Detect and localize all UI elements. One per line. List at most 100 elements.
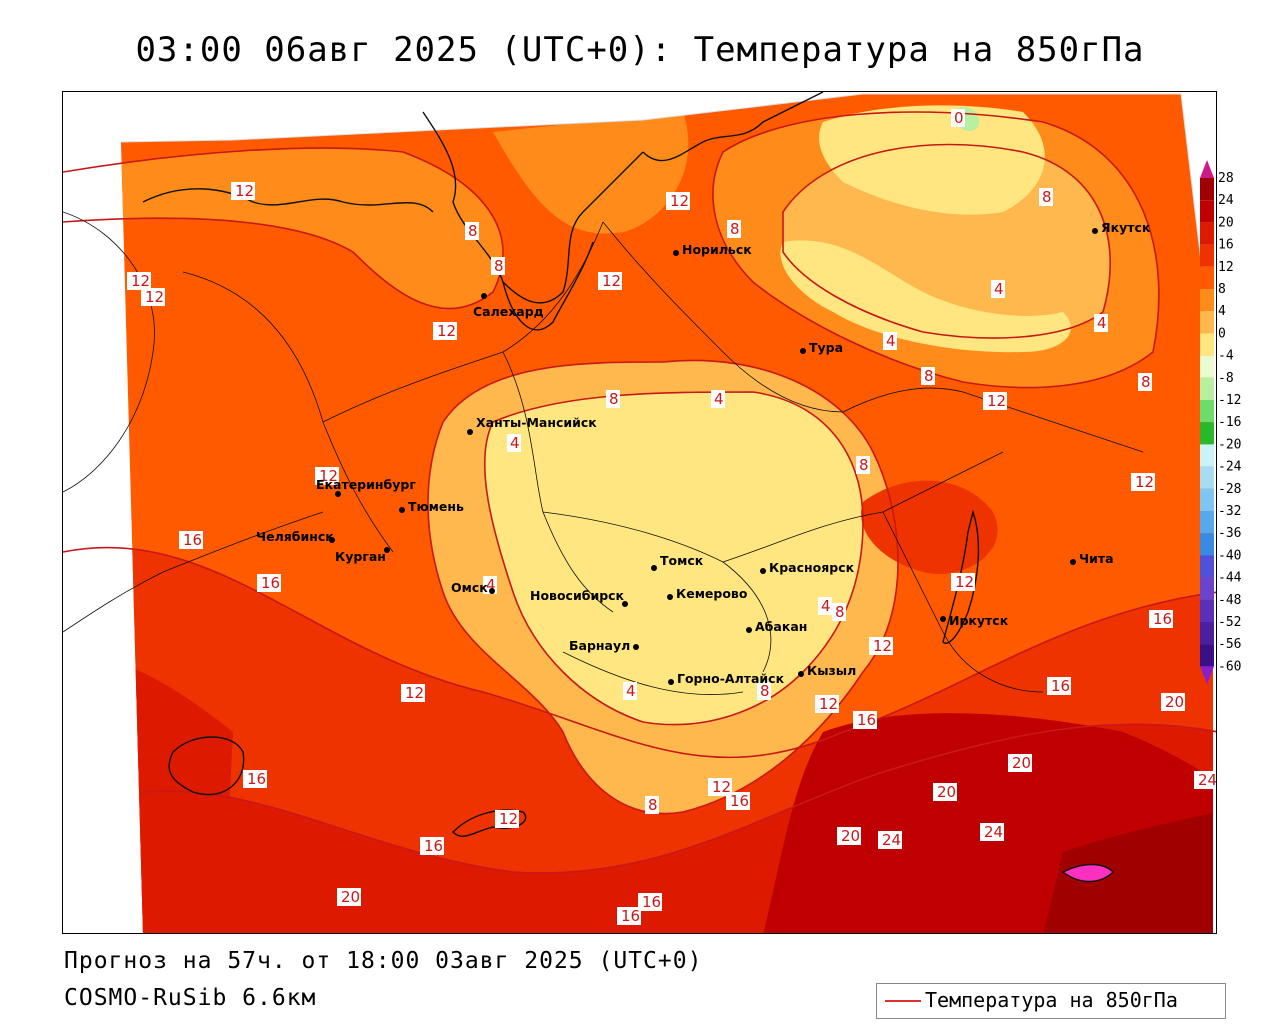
scale-swatch bbox=[1200, 377, 1214, 400]
svg-text:12: 12 bbox=[712, 778, 731, 796]
svg-text:16: 16 bbox=[857, 711, 876, 729]
svg-text:Тюмень: Тюмень bbox=[408, 499, 464, 514]
map-area[interactable]: 12 12 12 8 8 12 8 12 12 8 4 4 0 8 4 4 4 … bbox=[62, 91, 1217, 934]
contour-label: 12 bbox=[951, 573, 975, 591]
city-marker[interactable]: Горно-Алтайск bbox=[668, 671, 785, 686]
contour-label: 12 bbox=[495, 810, 519, 828]
city-marker[interactable]: Томск bbox=[651, 553, 704, 571]
city-marker[interactable]: Кызыл bbox=[798, 663, 856, 678]
svg-text:8: 8 bbox=[730, 220, 740, 238]
city-marker[interactable]: Новосибирск bbox=[530, 588, 628, 607]
svg-text:Кызыл: Кызыл bbox=[807, 663, 856, 678]
scale-top-arrow bbox=[1200, 160, 1214, 178]
svg-text:24: 24 bbox=[882, 831, 901, 849]
city-marker[interactable]: Норильск bbox=[673, 242, 752, 257]
contour-label: 12 bbox=[231, 182, 255, 200]
city-marker[interactable]: Тура bbox=[800, 340, 843, 355]
coastlines bbox=[142, 92, 1114, 883]
city-marker[interactable]: Салехард bbox=[473, 293, 544, 319]
contour-lines bbox=[63, 111, 1216, 874]
scale-tick-label: -16 bbox=[1218, 415, 1241, 430]
contour-label: 16 bbox=[179, 531, 203, 549]
svg-text:Екатеринбург: Екатеринбург bbox=[316, 477, 416, 492]
scale-swatch bbox=[1200, 244, 1214, 267]
contour-label: 24 bbox=[878, 831, 902, 849]
contour-label: 12 bbox=[983, 392, 1007, 410]
city-marker[interactable]: Чита bbox=[1070, 551, 1114, 566]
contour-label: 20 bbox=[337, 888, 361, 906]
contour-label: 20 bbox=[933, 783, 957, 801]
city-marker[interactable]: Якутск bbox=[1092, 220, 1151, 235]
contour-label: 20 bbox=[1008, 754, 1032, 772]
map-title: 03:00 06авг 2025 (UTC+0): Температура на… bbox=[135, 30, 1145, 70]
svg-text:16: 16 bbox=[424, 837, 443, 855]
city-marker[interactable]: Иркутск bbox=[940, 613, 1009, 628]
svg-text:12: 12 bbox=[235, 182, 254, 200]
scale-swatch bbox=[1200, 511, 1214, 534]
contour-label: 16 bbox=[617, 907, 641, 925]
svg-text:8: 8 bbox=[835, 603, 845, 621]
city-marker[interactable]: Екатеринбург bbox=[316, 477, 416, 497]
contour-label: 12 bbox=[1131, 473, 1155, 491]
svg-text:4: 4 bbox=[486, 576, 496, 594]
contour-label: 4 bbox=[507, 434, 521, 452]
scale-tick-label: 28 bbox=[1218, 171, 1234, 186]
scale-swatch bbox=[1200, 400, 1214, 423]
svg-text:8: 8 bbox=[494, 257, 504, 275]
city-marker[interactable]: Омск bbox=[451, 580, 495, 595]
contour-label: 8 bbox=[491, 257, 505, 275]
city-marker[interactable]: Барнаул bbox=[569, 638, 639, 653]
contour-label: 16 bbox=[853, 711, 877, 729]
svg-text:12: 12 bbox=[145, 288, 164, 306]
svg-text:8: 8 bbox=[1042, 188, 1052, 206]
city-marker[interactable]: Челябинск bbox=[256, 529, 335, 544]
svg-text:12: 12 bbox=[1135, 473, 1154, 491]
contour-label: 8 bbox=[606, 390, 620, 408]
svg-text:4: 4 bbox=[821, 597, 831, 615]
contour-label: 16 bbox=[638, 893, 662, 911]
scale-swatch bbox=[1200, 577, 1214, 600]
cities: Якутск Норильск Салехард Тура Ханты-Манс… bbox=[256, 220, 1151, 686]
scale-swatch bbox=[1200, 422, 1214, 445]
city-marker[interactable]: Тюмень bbox=[399, 499, 464, 514]
svg-text:8: 8 bbox=[609, 390, 619, 408]
scale-tick-label: 24 bbox=[1218, 193, 1234, 208]
city-marker[interactable]: Абакан bbox=[746, 619, 807, 634]
scale-tick-label: -48 bbox=[1218, 593, 1241, 608]
svg-text:12: 12 bbox=[955, 573, 974, 591]
svg-text:20: 20 bbox=[1012, 754, 1031, 772]
temperature-field bbox=[121, 94, 1213, 933]
svg-text:Челябинск: Челябинск bbox=[256, 529, 334, 544]
contour-label: 12 bbox=[127, 272, 151, 290]
city-marker[interactable]: Кемерово bbox=[667, 586, 748, 601]
city-marker[interactable]: Курган bbox=[335, 547, 390, 564]
contour-label: 16 bbox=[243, 770, 267, 788]
city-marker[interactable]: Ханты-Мансийск bbox=[467, 415, 597, 435]
scale-swatch bbox=[1200, 644, 1214, 667]
scale-swatch bbox=[1200, 178, 1214, 201]
scale-tick-label: -4 bbox=[1218, 349, 1234, 364]
scale-tick-label: -60 bbox=[1218, 659, 1241, 674]
scale-swatch bbox=[1200, 333, 1214, 356]
contour-label: 12 bbox=[815, 695, 839, 713]
svg-text:Кемерово: Кемерово bbox=[676, 586, 748, 601]
contour-label: 8 bbox=[757, 682, 771, 700]
contour-label: 24 bbox=[1194, 771, 1216, 789]
contour-label: 12 bbox=[315, 467, 339, 485]
scale-tick-label: -28 bbox=[1218, 482, 1241, 497]
color-scale: 28 24 20 16 12 8 4 0 -4 -8 -12 -16 -20 -24 -28 -32 -36 -4… bbox=[1200, 160, 1242, 685]
svg-text:8: 8 bbox=[468, 222, 478, 240]
svg-text:16: 16 bbox=[642, 893, 661, 911]
svg-text:Горно-Алтайск: Горно-Алтайск bbox=[677, 671, 785, 686]
contour-label: 12 bbox=[401, 684, 425, 702]
svg-text:Ханты-Мансийск: Ханты-Мансийск bbox=[476, 415, 597, 430]
scale-tick-label: 12 bbox=[1218, 260, 1234, 275]
contour-label: 16 bbox=[726, 792, 750, 810]
contour-label: 8 bbox=[832, 603, 846, 621]
scale-swatch bbox=[1200, 355, 1214, 378]
svg-text:8: 8 bbox=[924, 367, 934, 385]
svg-text:Абакан: Абакан bbox=[755, 619, 807, 634]
forecast-info: Прогноз на 57ч. от 18:00 03авг 2025 (UTC… bbox=[64, 948, 703, 974]
contour-label: 16 bbox=[1149, 610, 1173, 628]
city-marker[interactable]: Красноярск bbox=[760, 560, 855, 575]
